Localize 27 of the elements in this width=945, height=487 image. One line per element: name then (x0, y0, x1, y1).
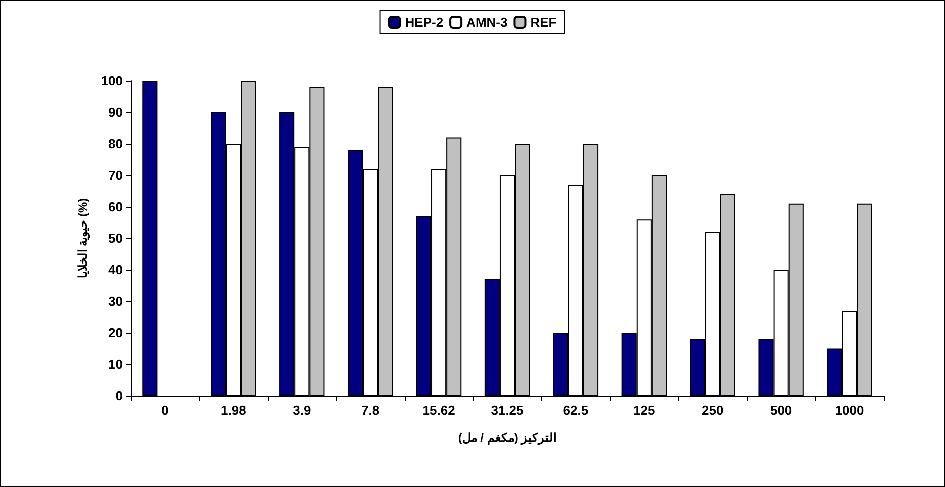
x-tick-label: 62.5 (563, 403, 589, 418)
x-tick-label: 0 (162, 403, 169, 418)
y-tick-label: 80 (108, 136, 123, 152)
y-tick-label: 20 (108, 326, 123, 340)
x-tick-label: 3.9 (293, 403, 312, 418)
x-axis-title: التركيز (مكغم / مل) (458, 431, 557, 446)
x-tick-label: 250 (702, 403, 724, 418)
x-tick-label: 1.98 (221, 403, 246, 418)
y-tick-label: 30 (108, 294, 123, 309)
legend-label: AMN-3 (466, 15, 508, 30)
x-tick-label: 7.8 (362, 403, 380, 418)
x-tick-label: 15.62 (422, 403, 456, 418)
legend-label: REF (530, 15, 557, 30)
y-tick-label: 60 (108, 200, 123, 214)
x-tick-label: 31.25 (491, 403, 524, 418)
x-tick-label: 125 (634, 403, 656, 418)
y-tick-label: 70 (108, 168, 123, 183)
y-axis-title: حيوية الخلايا (%) (76, 198, 91, 279)
x-tick-label: 1000 (835, 403, 864, 418)
y-tick-label: 10 (108, 357, 123, 372)
y-tick-label: 50 (108, 231, 123, 246)
legend-label: HEP-2 (405, 15, 444, 30)
y-tick-label: 40 (108, 262, 123, 278)
y-tick-label: 0 (116, 388, 123, 404)
y-tick-label: 90 (108, 105, 123, 120)
y-tick-label: 100 (101, 74, 123, 88)
x-tick-label: 500 (770, 403, 792, 418)
